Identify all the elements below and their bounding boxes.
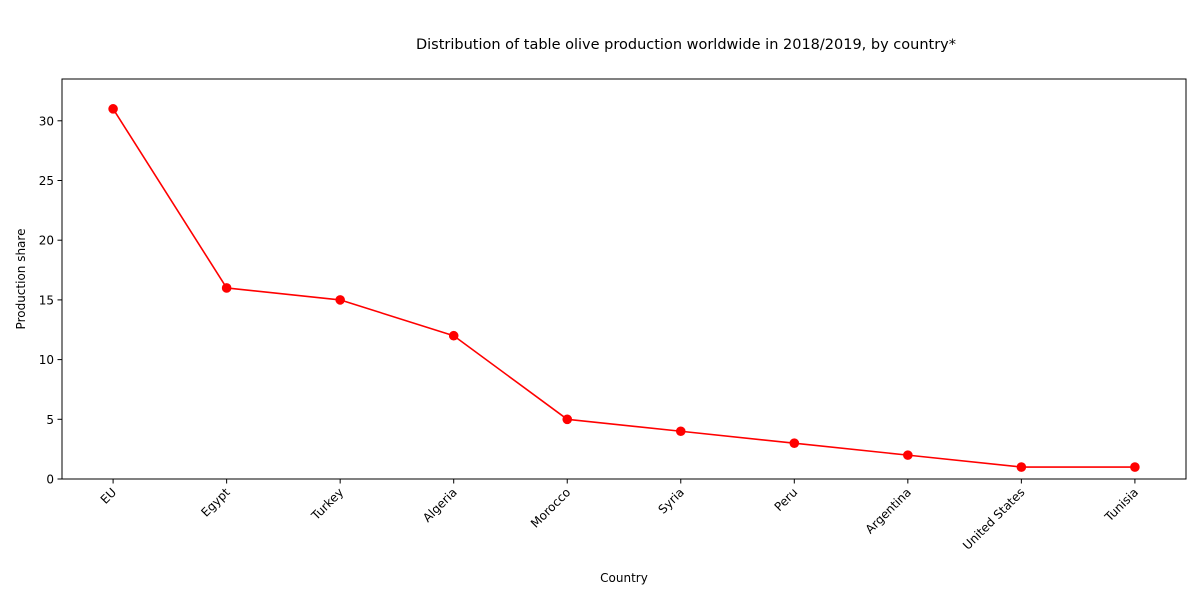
x-tick-label: Egypt <box>198 485 233 520</box>
x-tick-label: Morocco <box>528 485 573 530</box>
plot-area <box>62 79 1186 479</box>
y-axis-label: Production share <box>14 229 28 330</box>
x-tick-label: United States <box>960 485 1027 552</box>
data-point <box>562 414 573 425</box>
x-tick-label: Tunisia <box>1101 485 1141 525</box>
data-point <box>903 450 913 460</box>
x-tick-label: Argentina <box>863 485 914 536</box>
data-point <box>675 426 686 437</box>
y-tick-label: 15 <box>39 293 54 307</box>
x-tick-label: Peru <box>772 485 801 514</box>
plot-frame <box>61 78 1187 480</box>
x-tick-label: EU <box>98 485 119 506</box>
data-point <box>1130 462 1140 472</box>
series-line <box>112 108 1135 468</box>
data-point <box>108 104 118 114</box>
data-point <box>789 438 800 448</box>
y-tick-label: 5 <box>46 413 54 427</box>
series-group <box>108 104 1140 472</box>
data-point <box>335 295 345 305</box>
x-axis: EU Egypt Turkey Algeria Morocco Syria Peru Arge… <box>98 479 1141 553</box>
data-point <box>1016 462 1027 472</box>
x-tick-label: Turkey <box>308 485 346 523</box>
y-tick-label: 30 <box>39 114 54 128</box>
chart-title: Distribution of table olive production w… <box>416 37 956 53</box>
data-point <box>448 330 459 341</box>
data-point <box>221 283 232 293</box>
y-axis: 0 5 10 15 20 25 30 <box>39 114 62 487</box>
x-tick-label: Algeria <box>420 485 460 525</box>
x-axis-label: Country <box>600 571 648 585</box>
y-tick-label: 20 <box>39 234 54 248</box>
y-tick-label: 0 <box>46 473 54 487</box>
y-tick-label: 10 <box>39 353 54 367</box>
x-tick-label: Syria <box>656 485 687 516</box>
y-tick-label: 25 <box>39 174 54 188</box>
